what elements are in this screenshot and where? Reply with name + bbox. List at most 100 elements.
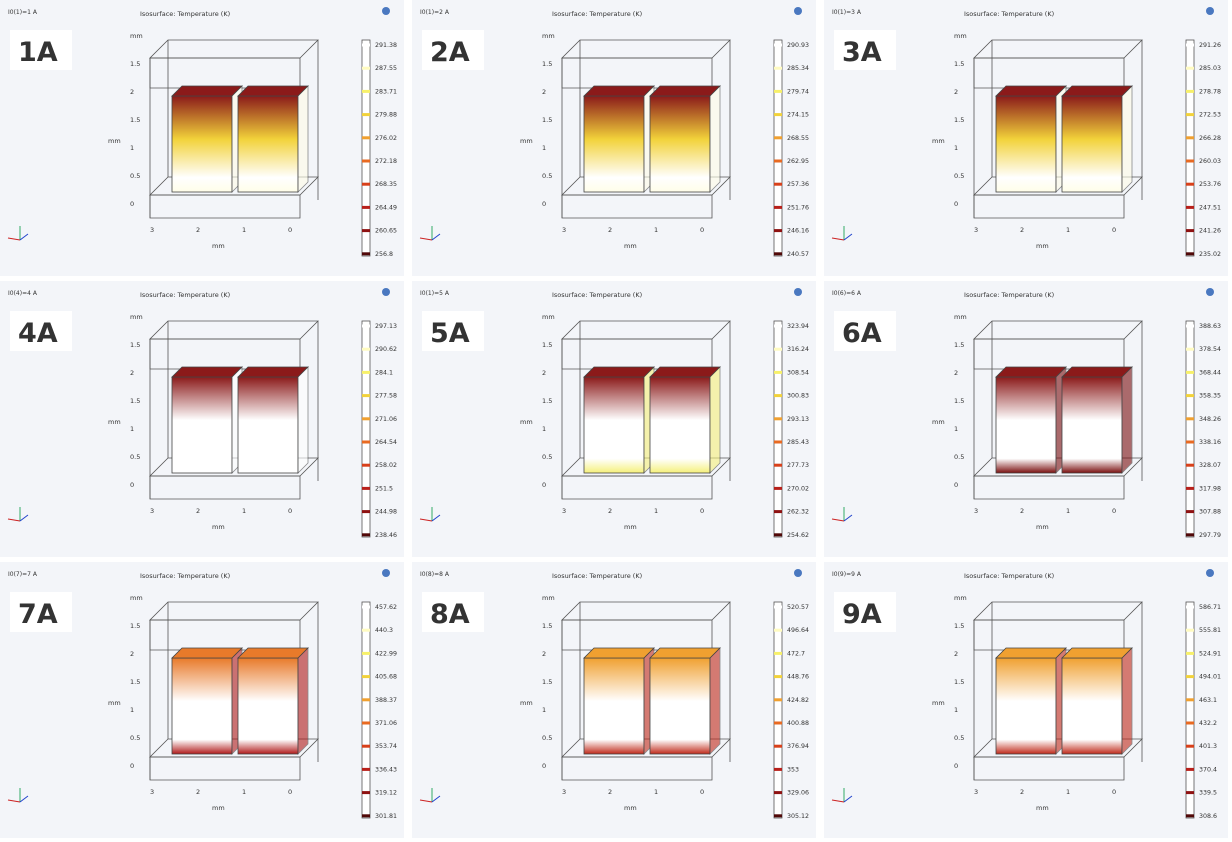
x-tick-label: 3 <box>150 507 154 515</box>
x-tick-label: 2 <box>1020 507 1024 515</box>
x-tick-label: 3 <box>974 507 978 515</box>
z-tick-label: 1 <box>954 706 958 714</box>
winding-top <box>238 86 308 96</box>
colorbar <box>1186 602 1194 818</box>
frame-top-front <box>974 620 1124 650</box>
z-tick-label: 1.5 <box>954 116 964 124</box>
title: Isosurface: Temperature (K) <box>552 572 642 580</box>
colorbar-label: 300.83 <box>787 393 809 400</box>
colorbar-label: 285.03 <box>1199 65 1221 72</box>
colorbar-label: 264.54 <box>375 439 397 446</box>
frame-top <box>562 40 730 58</box>
frame-base-front <box>974 757 1124 780</box>
colorbar-label: 305.12 <box>787 813 809 820</box>
z-tick-label: 0.5 <box>130 734 140 742</box>
z-tick-label: 2 <box>542 88 546 96</box>
colorbar-label: 272.18 <box>375 158 397 165</box>
x-unit: mm <box>624 523 637 531</box>
colorbar-label: 339.5 <box>1199 790 1217 797</box>
panel: I0(8)=8 AIsosurface: Temperature (K)8A1.… <box>412 562 816 838</box>
colorbar-label: 240.57 <box>787 251 809 258</box>
title: Isosurface: Temperature (K) <box>964 10 1054 18</box>
title: Isosurface: Temperature (K) <box>140 10 230 18</box>
colorbar-label: 297.79 <box>1199 532 1221 539</box>
frame-top-front <box>974 58 1124 88</box>
colorbar-label: 316.24 <box>787 346 809 353</box>
triad <box>832 238 844 240</box>
winding-top <box>650 648 720 658</box>
winding-top <box>238 648 308 658</box>
panel: I0(7)=7 AIsosurface: Temperature (K)7A1.… <box>0 562 404 838</box>
colorbar-label: 254.62 <box>787 532 809 539</box>
icon <box>794 7 802 15</box>
title: Isosurface: Temperature (K) <box>964 291 1054 299</box>
colorbar-label: 291.38 <box>375 42 397 49</box>
winding-block <box>996 96 1056 192</box>
z-unit: mm <box>130 313 143 321</box>
winding-block <box>996 377 1056 473</box>
colorbar-label: 472.7 <box>787 650 805 657</box>
z-tick-label: 1.5 <box>542 341 552 349</box>
x-tick-label: 3 <box>150 788 154 796</box>
x-tick-label: 2 <box>196 507 200 515</box>
colorbar-label: 266.28 <box>1199 135 1221 142</box>
colorbar-label: 285.34 <box>787 65 809 72</box>
frame-top <box>150 602 318 620</box>
z-tick-label: 2 <box>542 369 546 377</box>
winding-top <box>584 86 654 96</box>
winding-side <box>1122 648 1132 754</box>
x-tick-label: 0 <box>1112 226 1116 234</box>
triad <box>844 515 852 521</box>
z-tick-label: 1.5 <box>954 622 964 630</box>
title: Isosurface: Temperature (K) <box>140 291 230 299</box>
z-unit: mm <box>954 313 967 321</box>
x-tick-label: 0 <box>700 788 704 796</box>
z-tick-label: 0.5 <box>130 172 140 180</box>
x-tick-label: 3 <box>562 507 566 515</box>
icon <box>382 7 390 15</box>
colorbar-label: 401.3 <box>1199 743 1217 750</box>
z-tick-label: 2 <box>542 650 546 658</box>
z-tick-label: 0 <box>542 762 546 770</box>
colorbar-label: 246.16 <box>787 228 809 235</box>
colorbar-label: 272.53 <box>1199 112 1221 119</box>
winding-block <box>996 658 1056 754</box>
colorbar-label: 494.01 <box>1199 674 1221 681</box>
z-tick-label: 0 <box>542 481 546 489</box>
icon <box>794 288 802 296</box>
colorbar-label: 279.88 <box>375 112 397 119</box>
triad <box>20 234 28 240</box>
z-unit: mm <box>542 32 555 40</box>
x-unit: mm <box>624 242 637 250</box>
header: I0(6)=6 A <box>832 290 862 297</box>
z-tick-label: 0.5 <box>542 453 552 461</box>
colorbar <box>1186 321 1194 537</box>
header: I0(1)=2 A <box>420 9 450 16</box>
frame-base-front <box>974 476 1124 499</box>
winding-top <box>1062 648 1132 658</box>
z-unit: mm <box>130 32 143 40</box>
colorbar-label: 424.82 <box>787 697 809 704</box>
z-tick-label: 1.5 <box>954 60 964 68</box>
plot: I0(1)=3 AIsosurface: Temperature (K)3A1.… <box>824 0 1228 276</box>
winding-block <box>172 658 232 754</box>
z-tick-label: 1.5 <box>130 397 140 405</box>
colorbar-label: 378.54 <box>1199 346 1221 353</box>
x-tick-label: 1 <box>242 788 246 796</box>
winding-top <box>238 367 308 377</box>
winding-block <box>584 658 644 754</box>
colorbar-label: 283.71 <box>375 88 397 95</box>
colorbar-label: 317.98 <box>1199 485 1221 492</box>
x-tick-label: 1 <box>1066 226 1070 234</box>
x-tick-label: 3 <box>562 788 566 796</box>
panel-label: 8A <box>430 599 470 630</box>
colorbar-label: 247.51 <box>1199 204 1221 211</box>
x-tick-label: 1 <box>1066 788 1070 796</box>
colorbar-label: 308.54 <box>787 369 809 376</box>
colorbar-label: 274.15 <box>787 112 809 119</box>
triad <box>420 800 432 802</box>
frame-top-front <box>974 339 1124 369</box>
colorbar-label: 371.06 <box>375 720 397 727</box>
colorbar-label: 368.44 <box>1199 369 1221 376</box>
